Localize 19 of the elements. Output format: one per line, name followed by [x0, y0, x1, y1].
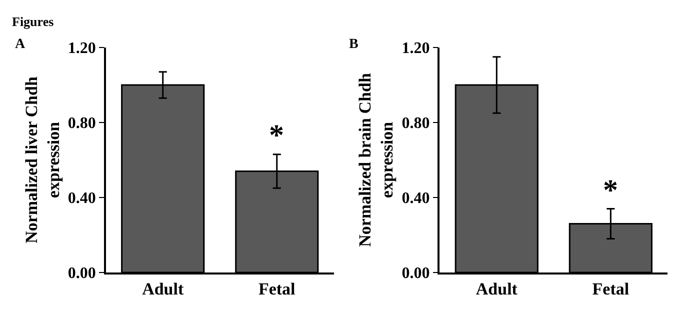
y-tick-label: 0.80: [402, 115, 430, 132]
annotation: *: [269, 119, 284, 152]
y-tick-label: 1.20: [402, 40, 430, 58]
y-tick-label: 0.00: [402, 265, 430, 282]
x-tick-label: Adult: [142, 280, 184, 299]
y-axis-title: Normalized liver Chdh expression: [22, 76, 63, 244]
y-axis-title: Normalized brain Chdh expression: [356, 72, 397, 247]
y-tick-label: 0.80: [68, 115, 96, 132]
annotation: *: [603, 174, 618, 207]
y-tick-label: 0.40: [68, 190, 96, 208]
y-tick-label: 1.20: [68, 40, 96, 58]
chart-title: A: [15, 37, 26, 52]
text: Figures: [12, 14, 54, 29]
x-tick-label: Fetal: [592, 280, 630, 299]
chart-title: B: [349, 37, 358, 52]
x-tick-label: Adult: [476, 280, 518, 299]
y-tick-label: 0.00: [68, 265, 96, 282]
y-tick-label: 0.40: [402, 190, 430, 208]
x-tick-label: Fetal: [258, 280, 296, 299]
